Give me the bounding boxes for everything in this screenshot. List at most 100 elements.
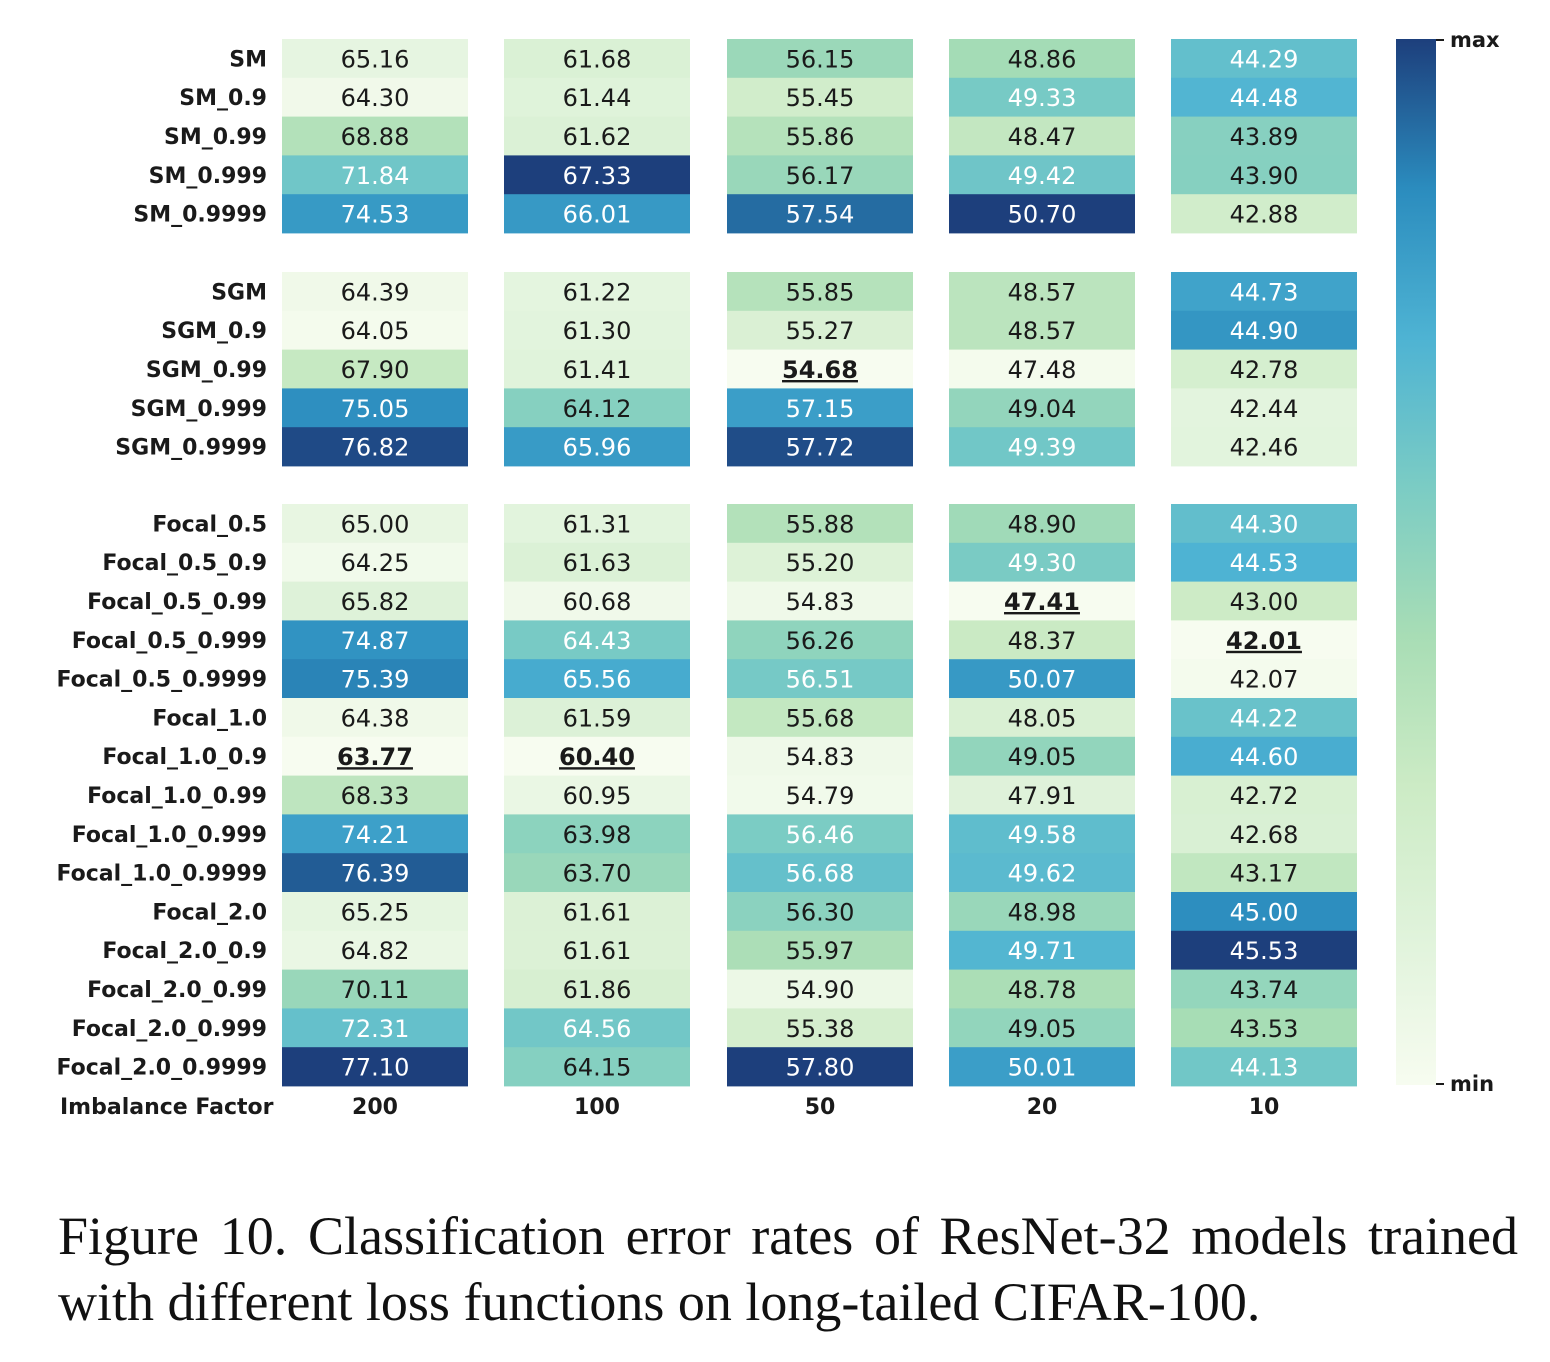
heatmap-cell bbox=[727, 581, 913, 621]
heatmap-cell bbox=[1171, 77, 1357, 117]
cell-value: 55.27 bbox=[786, 317, 855, 345]
cell-value: 61.86 bbox=[563, 976, 632, 1004]
heatmap-cell bbox=[1171, 39, 1357, 79]
heatmap-cell bbox=[504, 581, 690, 621]
heatmap-cell bbox=[727, 542, 913, 582]
cell-value: 61.63 bbox=[563, 549, 632, 577]
cell-value: 50.70 bbox=[1008, 201, 1077, 229]
cell-value: 48.47 bbox=[1008, 123, 1077, 151]
heatmap-cell bbox=[727, 775, 913, 815]
x-tick-label: 100 bbox=[574, 1095, 620, 1120]
heatmap-cell bbox=[727, 930, 913, 970]
heatmap-cell bbox=[727, 504, 913, 544]
heatmap-cell bbox=[949, 116, 1135, 156]
heatmap-cell bbox=[282, 427, 468, 467]
cell-value: 43.53 bbox=[1230, 1015, 1299, 1043]
heatmap-cell bbox=[1171, 155, 1357, 195]
cell-value: 42.68 bbox=[1230, 821, 1299, 849]
heatmap-cell bbox=[727, 194, 913, 234]
best-cell-value: 63.77 bbox=[337, 743, 413, 771]
cell-value: 63.70 bbox=[563, 860, 632, 888]
heatmap-cell bbox=[504, 272, 690, 312]
row-label: Focal_1.0 bbox=[152, 706, 267, 731]
heatmap-cell bbox=[1171, 814, 1357, 854]
heatmap-cell bbox=[282, 194, 468, 234]
cell-value: 42.44 bbox=[1230, 395, 1299, 423]
heatmap-cell bbox=[949, 194, 1135, 234]
heatmap-cell bbox=[504, 775, 690, 815]
cell-value: 45.53 bbox=[1230, 937, 1299, 965]
cell-value: 76.82 bbox=[341, 434, 410, 462]
heatmap-cell bbox=[282, 620, 468, 660]
cell-value: 65.82 bbox=[341, 588, 410, 616]
colorbar-gradient bbox=[1396, 39, 1436, 1085]
cell-value: 70.11 bbox=[341, 976, 410, 1004]
cell-value: 74.87 bbox=[341, 627, 410, 655]
figure-caption: Figure 10. Classification error rates of… bbox=[58, 1206, 1518, 1332]
cell-value: 49.58 bbox=[1008, 821, 1077, 849]
heatmap-cell bbox=[504, 427, 690, 467]
heatmap-cell bbox=[282, 542, 468, 582]
cell-value: 77.10 bbox=[341, 1054, 410, 1082]
heatmap-cell bbox=[504, 349, 690, 389]
heatmap-cell bbox=[504, 1008, 690, 1048]
heatmap-cell bbox=[282, 388, 468, 428]
row-label: Focal_2.0_0.9999 bbox=[56, 1056, 267, 1081]
heatmap-cell bbox=[1171, 388, 1357, 428]
heatmap-cell bbox=[282, 504, 468, 544]
cell-value: 64.39 bbox=[341, 278, 410, 306]
cell-value: 49.05 bbox=[1008, 1015, 1077, 1043]
heatmap-cell bbox=[282, 853, 468, 893]
heatmap-cell bbox=[504, 892, 690, 932]
cell-value: 49.42 bbox=[1008, 162, 1077, 190]
heatmap-cell bbox=[949, 659, 1135, 699]
cell-value: 57.15 bbox=[786, 395, 855, 423]
heatmap-cell bbox=[504, 388, 690, 428]
heatmap-cell bbox=[949, 775, 1135, 815]
heatmap-cell bbox=[727, 853, 913, 893]
row-label: SM_0.9999 bbox=[133, 203, 267, 228]
cell-value: 57.54 bbox=[786, 201, 855, 229]
cell-value: 44.53 bbox=[1230, 549, 1299, 577]
cell-value: 68.88 bbox=[341, 123, 410, 151]
row-label: SM_0.99 bbox=[164, 125, 267, 150]
heatmap-cell bbox=[949, 892, 1135, 932]
cell-value: 42.88 bbox=[1230, 201, 1299, 229]
cell-value: 74.21 bbox=[341, 821, 410, 849]
cell-value: 64.05 bbox=[341, 317, 410, 345]
heatmap-cell bbox=[282, 39, 468, 79]
heatmap-cell bbox=[727, 659, 913, 699]
heatmap-cell bbox=[1171, 969, 1357, 1009]
heatmap-cell bbox=[282, 736, 468, 776]
cell-value: 43.74 bbox=[1230, 976, 1299, 1004]
cell-value: 64.82 bbox=[341, 937, 410, 965]
cell-value: 61.31 bbox=[563, 510, 632, 538]
cell-value: 61.44 bbox=[563, 84, 632, 112]
heatmap-cell bbox=[727, 155, 913, 195]
cell-value: 64.15 bbox=[563, 1054, 632, 1082]
cell-value: 47.91 bbox=[1008, 782, 1077, 810]
cell-value: 44.60 bbox=[1230, 743, 1299, 771]
cell-value: 55.45 bbox=[786, 84, 855, 112]
cell-value: 48.78 bbox=[1008, 976, 1077, 1004]
heatmap-cell bbox=[949, 969, 1135, 1009]
cell-value: 65.56 bbox=[563, 666, 632, 694]
heatmap-cell bbox=[727, 698, 913, 738]
cell-value: 55.97 bbox=[786, 937, 855, 965]
heatmap-cell bbox=[504, 504, 690, 544]
cell-value: 55.85 bbox=[786, 278, 855, 306]
heatmap-cell bbox=[1171, 930, 1357, 970]
heatmap-cell bbox=[282, 581, 468, 621]
cell-value: 56.51 bbox=[786, 666, 855, 694]
heatmap-cell bbox=[504, 853, 690, 893]
cell-value: 65.25 bbox=[341, 898, 410, 926]
cell-value: 60.95 bbox=[563, 782, 632, 810]
heatmap-cell bbox=[949, 1047, 1135, 1087]
heatmap-cell bbox=[949, 77, 1135, 117]
row-label: Focal_1.0_0.999 bbox=[72, 823, 267, 848]
heatmap-cell bbox=[504, 620, 690, 660]
cell-value: 55.88 bbox=[786, 510, 855, 538]
cell-value: 61.61 bbox=[563, 898, 632, 926]
cell-value: 54.79 bbox=[786, 782, 855, 810]
cell-value: 64.56 bbox=[563, 1015, 632, 1043]
